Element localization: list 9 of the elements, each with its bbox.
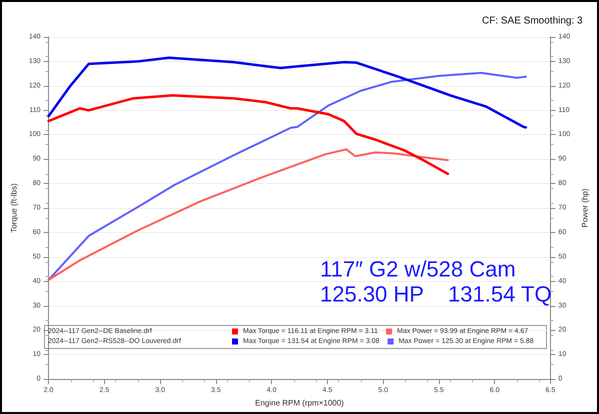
- text: CF: SAE Smoothing: 3: [482, 16, 584, 26]
- line-series: [47, 56, 528, 129]
- line-series: [48, 72, 527, 281]
- y2-axis-title: Power (hp): [580, 188, 590, 228]
- line-series: [47, 94, 450, 176]
- annotation: 117″ G2 w/528 Cam: [320, 256, 516, 282]
- annotation: 125.30 HP 131.54 TQ: [320, 282, 552, 306]
- x-axis-title: Engine RPM (rpm×1000): [255, 398, 344, 408]
- y-axis-title: Torque (ft-lbs): [10, 183, 18, 233]
